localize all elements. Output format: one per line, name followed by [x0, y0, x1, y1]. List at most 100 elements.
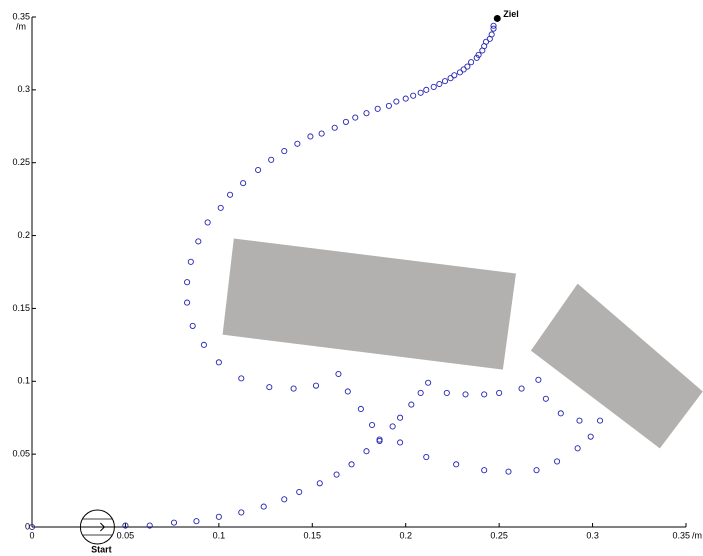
x-tick-label: 0.3: [586, 530, 599, 540]
path-point: [464, 63, 471, 70]
path-point: [238, 509, 245, 516]
path-point: [460, 66, 467, 73]
path-point: [436, 80, 443, 88]
path-point: [307, 133, 314, 140]
path-point: [481, 467, 488, 474]
path-point: [456, 69, 463, 76]
path-point: [453, 461, 460, 468]
x-unit: /m: [692, 530, 702, 540]
path-point: [408, 401, 415, 408]
path-point: [318, 130, 325, 137]
path-point: [481, 391, 488, 398]
path-point: [122, 522, 129, 529]
path-point: [316, 480, 323, 487]
path-point: [215, 513, 222, 520]
path-point: [255, 166, 262, 174]
path-point: [204, 219, 211, 226]
path-point: [587, 433, 594, 440]
y-unit: /m: [16, 21, 26, 31]
y-tick-label: 0.3: [17, 84, 30, 94]
path-point: [417, 389, 424, 396]
path-point: [28, 523, 36, 531]
path-point: [331, 124, 338, 131]
path-point: [357, 405, 364, 413]
x-tick-label: 0.2: [399, 530, 412, 540]
x-tick-label: 0: [29, 530, 34, 540]
y-tick-label: 0.15: [12, 303, 30, 313]
x-tick-label: 0.05: [117, 530, 135, 540]
path-point: [488, 31, 495, 38]
path-point: [268, 156, 275, 163]
y-tick-label: 0: [25, 521, 30, 531]
path-point: [369, 421, 376, 429]
path-point: [410, 92, 417, 99]
path-point: [490, 22, 497, 29]
path-point: [195, 238, 202, 245]
path-point: [335, 370, 342, 378]
path-point: [423, 86, 430, 93]
path-point: [496, 389, 503, 396]
path-point: [596, 417, 604, 424]
path-point: [189, 322, 196, 329]
path-point: [535, 376, 542, 383]
path-point: [425, 379, 432, 386]
y-tick-label: 0.25: [12, 157, 30, 167]
path-point: [542, 395, 549, 402]
path-point: [344, 388, 351, 395]
path-point: [227, 191, 234, 198]
path-point: [385, 102, 392, 109]
path-point: [352, 114, 359, 121]
path-point: [240, 180, 247, 187]
goal-label: Ziel: [503, 9, 519, 19]
path-point: [397, 439, 404, 446]
path-point: [193, 518, 200, 525]
path-point: [170, 519, 178, 526]
path-point: [554, 458, 561, 465]
path-point: [238, 375, 245, 382]
path-point: [389, 423, 396, 430]
start-label: Start: [91, 544, 112, 554]
path-point: [184, 279, 191, 286]
robot-arrow: [93, 522, 106, 532]
path-point: [574, 445, 581, 452]
path-point: [533, 467, 540, 474]
path-point: [200, 341, 207, 348]
path-point: [348, 461, 355, 468]
path-point: [475, 51, 482, 58]
y-tick-label: 0.1: [17, 376, 30, 386]
path-point: [342, 118, 349, 125]
y-tick-label: 0.35: [12, 11, 30, 21]
goal-point: [493, 14, 501, 22]
path-point: [312, 382, 320, 389]
path-point: [451, 72, 458, 79]
path-point: [215, 359, 222, 366]
path-point: [281, 148, 288, 155]
start-robot: [79, 509, 115, 545]
path-point: [417, 89, 424, 96]
x-tick-label: 0.35: [672, 530, 690, 540]
path-point: [462, 391, 469, 398]
path-point: [294, 140, 301, 147]
path-point: [447, 75, 454, 82]
path-point: [376, 437, 383, 445]
path-point: [333, 471, 340, 478]
path-point: [363, 110, 370, 117]
path-point: [146, 522, 153, 529]
path-point: [296, 488, 303, 496]
obstacle: [222, 238, 516, 370]
path-point: [187, 258, 194, 265]
path-point: [443, 389, 450, 396]
path-point: [576, 417, 583, 424]
path-point: [281, 496, 288, 503]
path-point: [363, 448, 370, 455]
path-point: [423, 454, 430, 461]
path-point: [290, 385, 297, 392]
path-point: [468, 59, 475, 66]
path-point: [557, 410, 564, 417]
path-point: [374, 105, 381, 112]
x-tick-label: 0.25: [490, 530, 508, 540]
path-point: [505, 468, 512, 475]
path-point: [402, 95, 409, 102]
path-point: [430, 83, 437, 90]
path-point: [217, 204, 224, 211]
